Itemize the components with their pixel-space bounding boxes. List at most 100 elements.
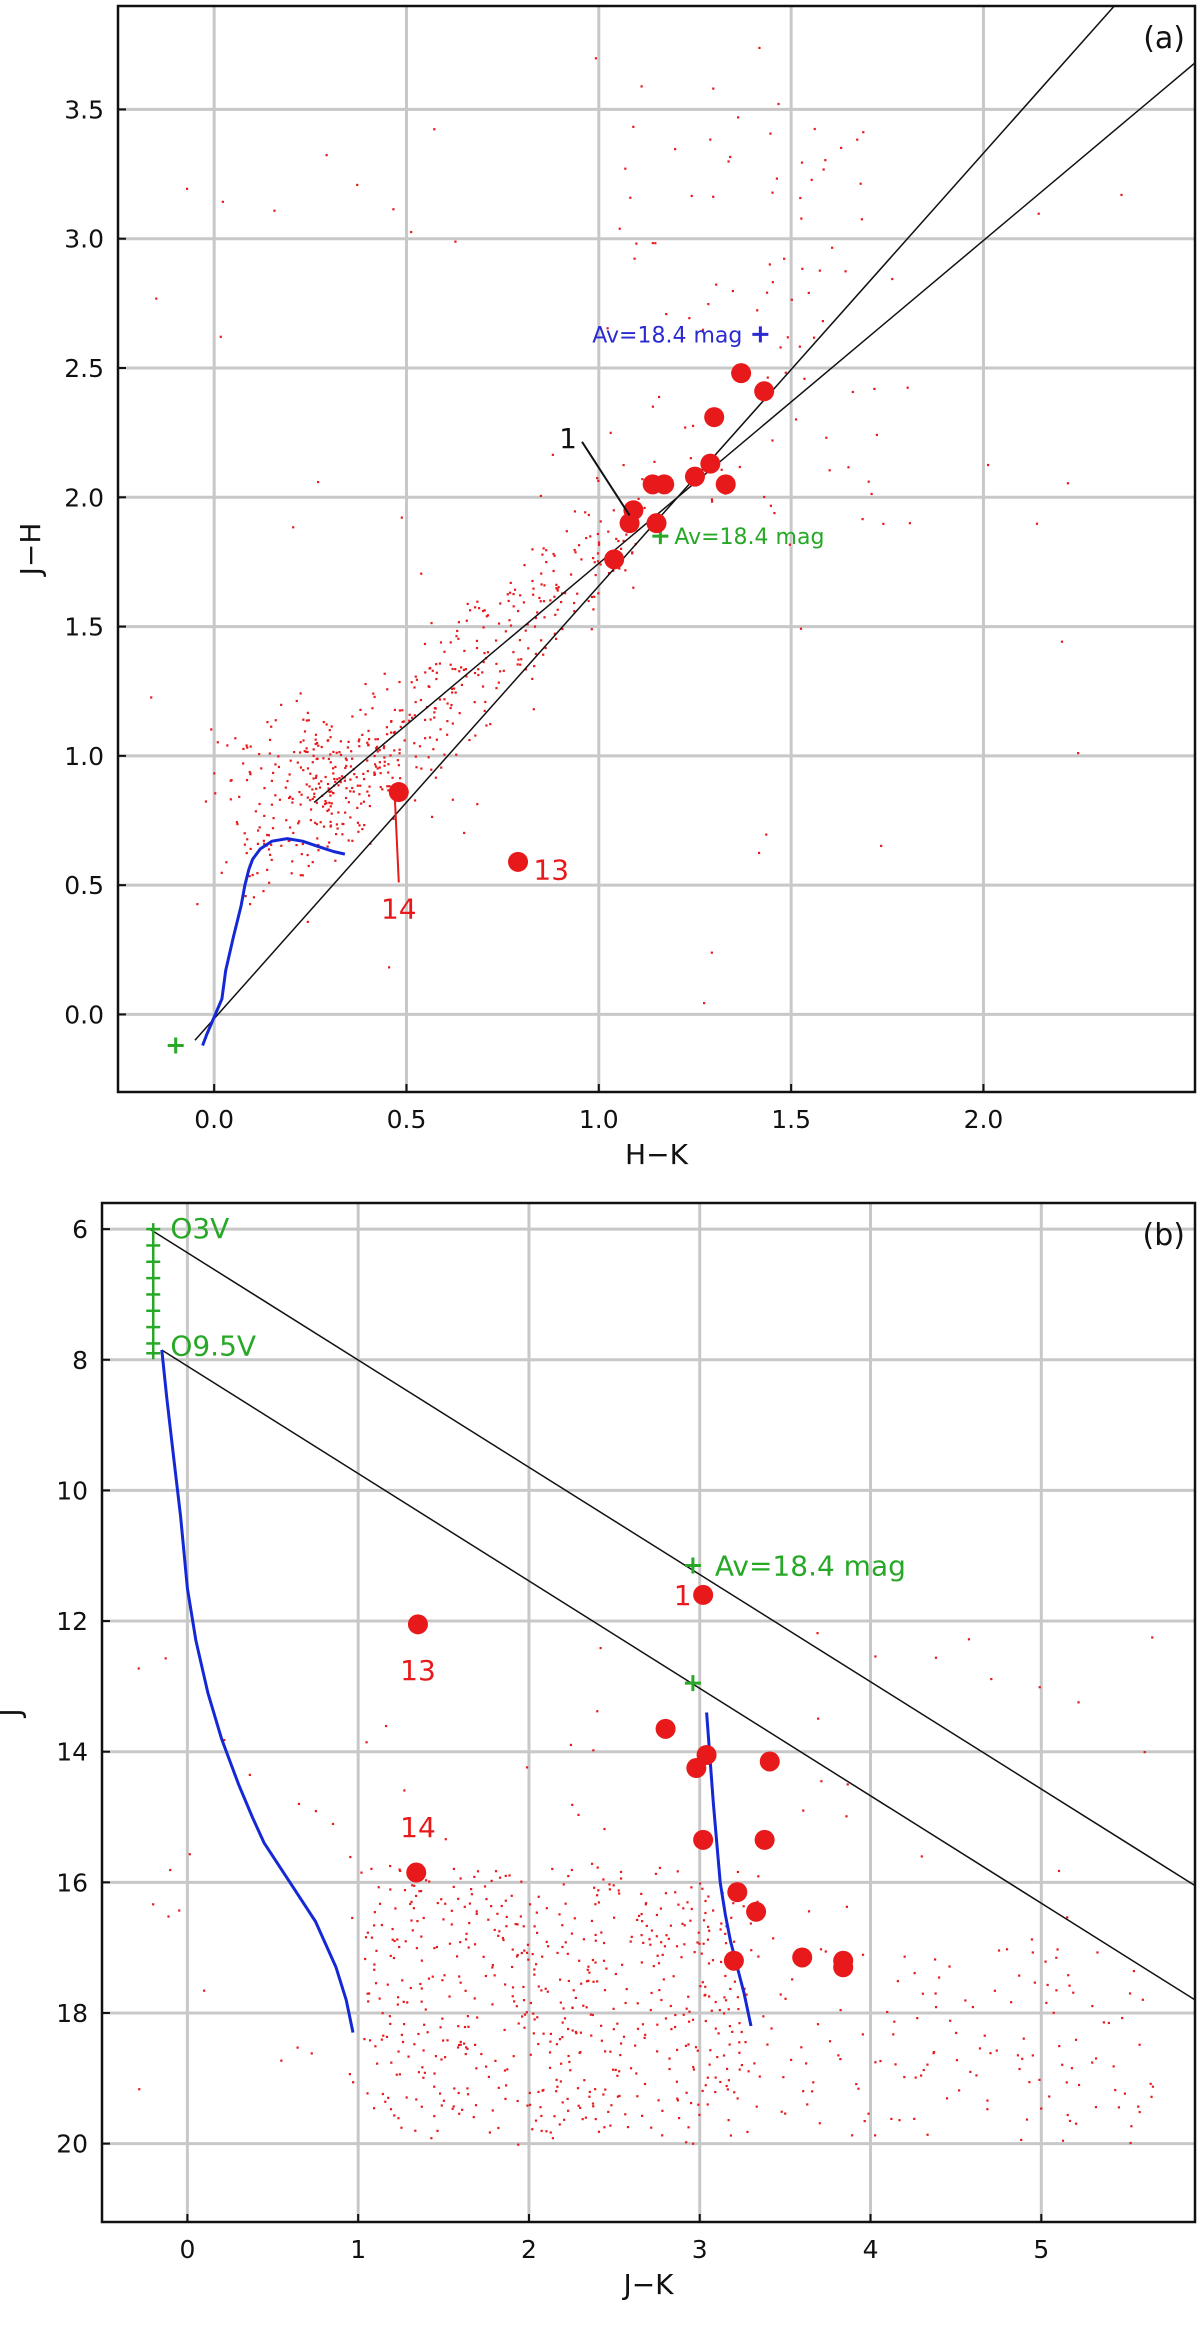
field-star: [263, 787, 266, 790]
field-star: [594, 1961, 597, 1964]
field-star: [589, 2013, 592, 2016]
field-star: [597, 2130, 601, 2133]
field-star: [383, 745, 386, 748]
field-star: [608, 1883, 611, 1886]
field-star: [483, 652, 486, 655]
field-star: [280, 2059, 283, 2062]
field-star: [360, 1871, 363, 1874]
field-star: [1137, 2105, 1140, 2108]
field-star: [683, 1943, 686, 1946]
field-star: [402, 720, 405, 723]
panel-label: (b): [1143, 1218, 1185, 1253]
field-star: [617, 1889, 620, 1892]
field-star: [380, 1923, 383, 1927]
field-star: [800, 2046, 803, 2049]
field-star: [389, 1954, 392, 1957]
field-star: [717, 2032, 720, 2035]
field-star: [543, 584, 546, 587]
field-star: [698, 1882, 702, 1885]
field-star: [812, 336, 816, 339]
field-star: [600, 2024, 603, 2027]
field-star: [398, 709, 402, 712]
field-star: [621, 1963, 624, 1966]
field-star: [577, 1813, 580, 1816]
field-star: [296, 761, 299, 764]
field-star: [573, 1917, 576, 1920]
field-star: [409, 1986, 412, 1990]
field-star: [330, 802, 333, 805]
field-star: [387, 789, 390, 792]
field-star: [487, 2075, 490, 2078]
field-star: [413, 686, 416, 689]
field-star: [277, 755, 280, 758]
field-star: [989, 2052, 992, 2055]
field-star: [861, 2033, 864, 2036]
x-axis-label: J−K: [621, 2268, 674, 2301]
field-star: [533, 1973, 536, 1976]
field-star: [549, 2040, 552, 2043]
field-star: [433, 128, 436, 131]
field-star: [799, 627, 803, 630]
field-star: [596, 532, 599, 536]
field-star: [389, 731, 393, 734]
field-star: [706, 1925, 710, 1928]
field-star: [652, 1965, 655, 1968]
source-marker: [715, 474, 736, 495]
field-star: [244, 895, 247, 898]
field-star: [405, 2096, 408, 2099]
field-star: [771, 281, 774, 284]
field-star: [269, 853, 272, 856]
field-star: [400, 2126, 403, 2129]
source-marker: [754, 1829, 775, 1850]
reddening-line: [149, 1228, 1195, 1887]
field-star: [458, 1975, 461, 1978]
field-star: [270, 843, 273, 846]
field-star: [602, 2093, 605, 2096]
field-star: [763, 495, 766, 499]
field-star: [667, 1937, 670, 1940]
field-star: [818, 2122, 821, 2125]
field-star: [311, 797, 314, 800]
field-star: [466, 602, 469, 606]
leader-line: [393, 799, 400, 883]
field-star: [246, 838, 249, 841]
field-star: [299, 874, 302, 877]
field-star: [394, 1907, 397, 1910]
field-star: [350, 750, 353, 753]
field-star: [577, 2104, 580, 2107]
field-star: [341, 822, 344, 826]
field-star: [573, 610, 576, 613]
field-star: [738, 2051, 741, 2054]
field-star: [537, 2042, 540, 2046]
field-star: [605, 1967, 608, 1970]
field-star: [299, 766, 303, 769]
field-star: [423, 2071, 426, 2074]
field-star: [329, 761, 332, 764]
field-star: [540, 1989, 543, 1992]
field-star: [1018, 1974, 1021, 1977]
field-star: [693, 1951, 696, 1954]
field-star: [704, 1985, 707, 1988]
field-star: [216, 741, 219, 744]
field-star: [551, 2137, 554, 2140]
field-star: [612, 1884, 615, 1887]
field-star: [567, 2054, 570, 2058]
field-star: [686, 1901, 689, 1904]
field-star: [522, 1925, 525, 1928]
field-star: [606, 327, 609, 330]
field-star: [566, 2027, 570, 2031]
field-star: [1025, 2118, 1029, 2121]
field-star: [303, 730, 307, 733]
plot-frame: [100, 1201, 1197, 2224]
field-star: [733, 1940, 736, 1943]
field-star: [698, 1942, 701, 1945]
field-star: [886, 2010, 889, 2014]
field-star: [585, 536, 588, 540]
field-star: [558, 2038, 562, 2041]
field-star: [475, 1912, 478, 1915]
field-star: [413, 1884, 416, 1887]
field-star: [375, 745, 379, 748]
field-star: [1048, 2095, 1051, 2098]
field-star: [435, 663, 438, 666]
field-star: [579, 2106, 582, 2109]
